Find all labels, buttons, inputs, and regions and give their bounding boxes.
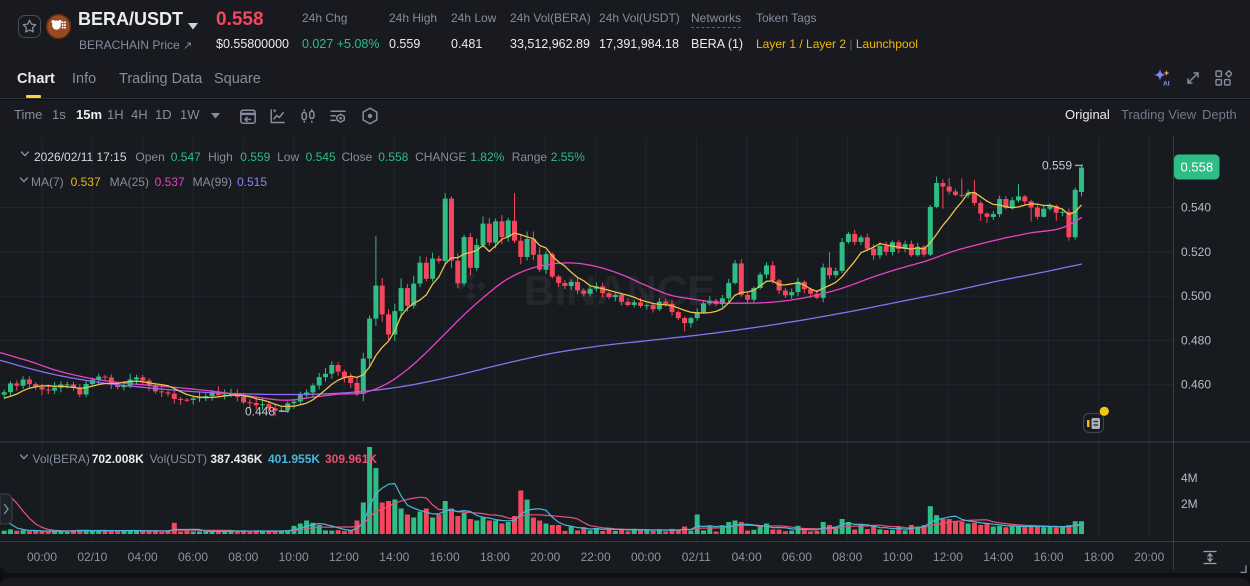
svg-text:0.520: 0.520: [1181, 245, 1211, 259]
svg-text:702.008K: 702.008K: [92, 452, 144, 466]
svg-text:22:00: 22:00: [581, 550, 611, 564]
svg-text:CHANGE: CHANGE: [415, 150, 466, 164]
svg-text:0.537: 0.537: [155, 175, 185, 189]
svg-text:14:00: 14:00: [983, 550, 1013, 564]
svg-text:0.559: 0.559: [1042, 158, 1072, 172]
svg-text:0.540: 0.540: [1181, 201, 1211, 215]
svg-text:0.547: 0.547: [171, 150, 201, 164]
svg-text:4M: 4M: [1181, 471, 1198, 485]
svg-text:08:00: 08:00: [832, 550, 862, 564]
svg-text:18:00: 18:00: [480, 550, 510, 564]
svg-text:MA(99): MA(99): [193, 175, 232, 189]
svg-text:0.537: 0.537: [71, 175, 101, 189]
svg-text:08:00: 08:00: [228, 550, 258, 564]
svg-text:AI: AI: [1163, 81, 1170, 88]
svg-text:04:00: 04:00: [732, 550, 762, 564]
svg-text:2M: 2M: [1181, 497, 1198, 511]
svg-text:1.82%: 1.82%: [470, 150, 504, 164]
svg-text:02/11: 02/11: [682, 550, 711, 564]
svg-text:16:00: 16:00: [430, 550, 460, 564]
svg-text:16:00: 16:00: [1034, 550, 1064, 564]
svg-text:Low: Low: [277, 150, 299, 164]
svg-text:12:00: 12:00: [933, 550, 963, 564]
svg-text:0.500: 0.500: [1181, 289, 1211, 303]
svg-text:Range: Range: [512, 150, 548, 164]
svg-text:04:00: 04:00: [128, 550, 158, 564]
svg-text:0.515: 0.515: [237, 175, 267, 189]
svg-text:Close: Close: [342, 150, 373, 164]
svg-text:401.955K: 401.955K: [268, 452, 320, 466]
svg-text:06:00: 06:00: [178, 550, 208, 564]
svg-text:0.559: 0.559: [240, 150, 270, 164]
svg-text:14:00: 14:00: [379, 550, 409, 564]
svg-text:12:00: 12:00: [329, 550, 359, 564]
svg-text:BINANCE: BINANCE: [524, 267, 715, 314]
svg-text:00:00: 00:00: [27, 550, 57, 564]
svg-text:2026/02/11 17:15: 2026/02/11 17:15: [34, 150, 127, 164]
svg-text:20:00: 20:00: [530, 550, 560, 564]
svg-text:0.448: 0.448: [245, 404, 275, 418]
svg-text:Vol(USDT): Vol(USDT): [150, 452, 207, 466]
svg-text:2.55%: 2.55%: [551, 150, 585, 164]
svg-text:06:00: 06:00: [782, 550, 812, 564]
svg-text:20:00: 20:00: [1134, 550, 1164, 564]
svg-text:0.545: 0.545: [306, 150, 336, 164]
svg-text:10:00: 10:00: [883, 550, 913, 564]
svg-text:0.558: 0.558: [378, 150, 408, 164]
svg-text:02/10: 02/10: [77, 550, 107, 564]
svg-text:0.480: 0.480: [1181, 333, 1211, 347]
svg-text:18:00: 18:00: [1084, 550, 1114, 564]
svg-text:10:00: 10:00: [279, 550, 309, 564]
svg-text:387.436K: 387.436K: [210, 452, 262, 466]
svg-text:Vol(BERA): Vol(BERA): [33, 452, 90, 466]
svg-text:0.460: 0.460: [1181, 378, 1211, 392]
svg-text:MA(7): MA(7): [31, 175, 64, 189]
svg-text:High: High: [208, 150, 233, 164]
svg-text:0.558: 0.558: [1181, 160, 1214, 175]
svg-text:309.961K: 309.961K: [325, 452, 377, 466]
svg-text:00:00: 00:00: [631, 550, 661, 564]
svg-text:Open: Open: [135, 150, 164, 164]
svg-text:MA(25): MA(25): [110, 175, 149, 189]
